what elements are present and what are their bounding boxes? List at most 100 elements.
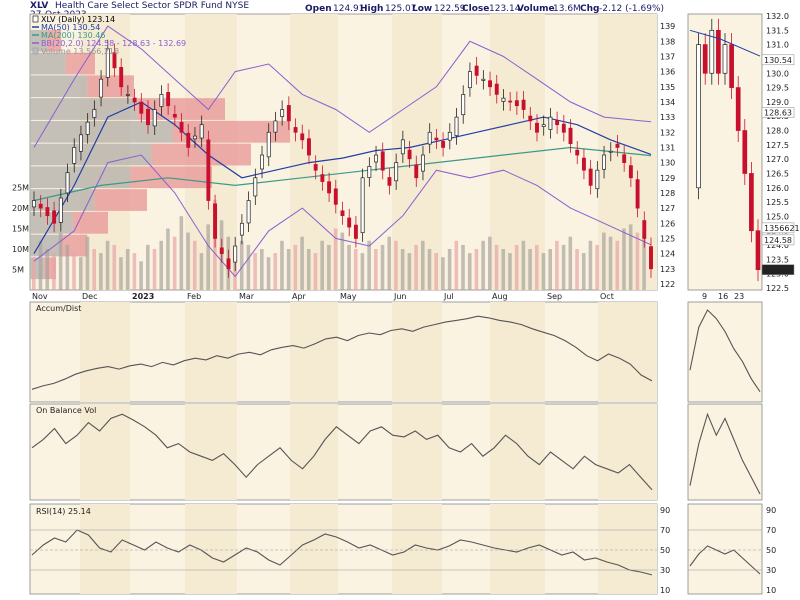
candle-body	[488, 80, 492, 88]
candle-body	[380, 151, 385, 171]
candle-body	[92, 109, 97, 118]
candle-body	[246, 200, 251, 224]
candle-body	[575, 149, 580, 156]
candle-body	[213, 203, 218, 239]
bb-mid-badge-box	[761, 107, 795, 118]
zoom-y-tick-label: 128.0	[766, 127, 789, 136]
candle-body	[333, 188, 338, 205]
zoom-x-tick-label: 23	[734, 292, 744, 301]
close-badge-box	[761, 264, 795, 275]
zoom-candle-body	[722, 44, 728, 74]
candle-body	[72, 147, 77, 164]
candle-body	[45, 207, 50, 217]
candle-body	[239, 222, 244, 236]
candle-body	[501, 97, 506, 102]
volume-bar	[293, 244, 298, 290]
volume-bar	[581, 253, 586, 290]
close-badge: 123.14	[764, 266, 792, 275]
zoom-x-tick-label: 16	[718, 292, 728, 301]
candle-body	[347, 217, 352, 228]
month-band	[80, 302, 130, 402]
volume-bar	[38, 240, 43, 290]
vbp-bar-down	[44, 257, 56, 280]
month-band	[598, 504, 657, 594]
volume-bar	[407, 253, 412, 290]
volume-bar	[642, 234, 646, 290]
candle-body	[447, 131, 452, 141]
open-value: 124.91	[333, 4, 365, 14]
candle-body	[474, 65, 479, 76]
month-band	[490, 404, 545, 500]
month-band	[290, 14, 338, 290]
volume-bar	[45, 249, 50, 290]
volume-bar	[628, 224, 633, 290]
zoom-candle-body	[696, 44, 701, 189]
zoom-rsi-tick-label: 50	[766, 546, 776, 555]
axes: Nov Dec 2023 Feb Mar Apr May Jun Jul Aug Sep Oct 122…	[12, 22, 776, 595]
candle-body	[219, 247, 224, 254]
candle-body	[494, 83, 499, 95]
x-tick-label: Feb	[187, 292, 201, 301]
candle-body	[166, 92, 171, 107]
candle-body	[615, 143, 620, 148]
rsi-tick-label: 90	[660, 506, 670, 515]
candle-body	[400, 139, 405, 155]
candle-body	[307, 138, 311, 156]
volume-bar	[528, 249, 532, 290]
x-tick-label: Aug	[492, 292, 508, 301]
vbp-bar-up	[30, 120, 173, 143]
volume-bar	[534, 244, 539, 290]
zoom-rsi-tick-label: 70	[766, 526, 776, 535]
y-tick-label: 126	[660, 219, 675, 228]
x-tick-label: 2023	[132, 292, 154, 301]
low-label: Low	[412, 4, 432, 14]
candle-body	[146, 108, 150, 126]
month-band	[80, 404, 130, 500]
volume-bar	[327, 244, 331, 290]
volume-bar	[125, 249, 130, 290]
candle-body	[414, 164, 419, 179]
volume-bar	[280, 240, 284, 290]
zoom-y-tick-label: 129.0	[766, 98, 789, 107]
volume-bar	[561, 244, 566, 290]
volume-bar	[72, 253, 76, 290]
volume-bar	[360, 253, 365, 290]
rsi-tick-label: 50	[660, 546, 670, 555]
vbp-bar-up	[30, 166, 131, 189]
volume-bar	[112, 244, 117, 290]
candle-body	[286, 105, 291, 122]
zoom-y-tick-label: 131.5	[766, 26, 789, 35]
volume-bar	[380, 244, 385, 290]
candle-body	[152, 109, 157, 127]
volume-bar	[179, 216, 184, 290]
candle-body	[105, 48, 110, 78]
volume-bar	[541, 253, 546, 290]
candle-body	[427, 131, 432, 145]
low-value: 122.59	[434, 4, 466, 14]
vbp-bar-down	[130, 166, 212, 189]
candle-body	[199, 124, 204, 139]
candle-body	[38, 203, 43, 209]
candle-body	[253, 177, 258, 197]
volume-bar	[52, 253, 56, 290]
volume-bar	[494, 244, 499, 290]
legend-entry: MA(200) 130.46	[41, 31, 105, 40]
volume-bar	[347, 244, 351, 290]
volume-bar	[374, 249, 378, 290]
volume-bar	[119, 257, 123, 290]
y-tick-label: 124	[660, 250, 675, 259]
zoom-ma-line	[689, 29, 761, 57]
volume-bar	[58, 232, 63, 290]
zoom-rsi-panel	[687, 503, 763, 595]
legend-entry: XLV (Daily) 123.14	[41, 15, 115, 24]
month-band	[392, 14, 442, 290]
zoom-y-tick-label: 129.5	[766, 84, 789, 93]
x-tick-label: Mar	[239, 292, 255, 301]
volume-bar	[152, 249, 157, 290]
volume-tick-label: 25M	[12, 184, 29, 193]
candle-body	[112, 52, 117, 69]
candle-body	[508, 100, 513, 103]
obv-panel	[29, 403, 658, 501]
zoom-y-tick-label: 127.0	[766, 155, 789, 164]
volume-bar	[568, 236, 573, 290]
